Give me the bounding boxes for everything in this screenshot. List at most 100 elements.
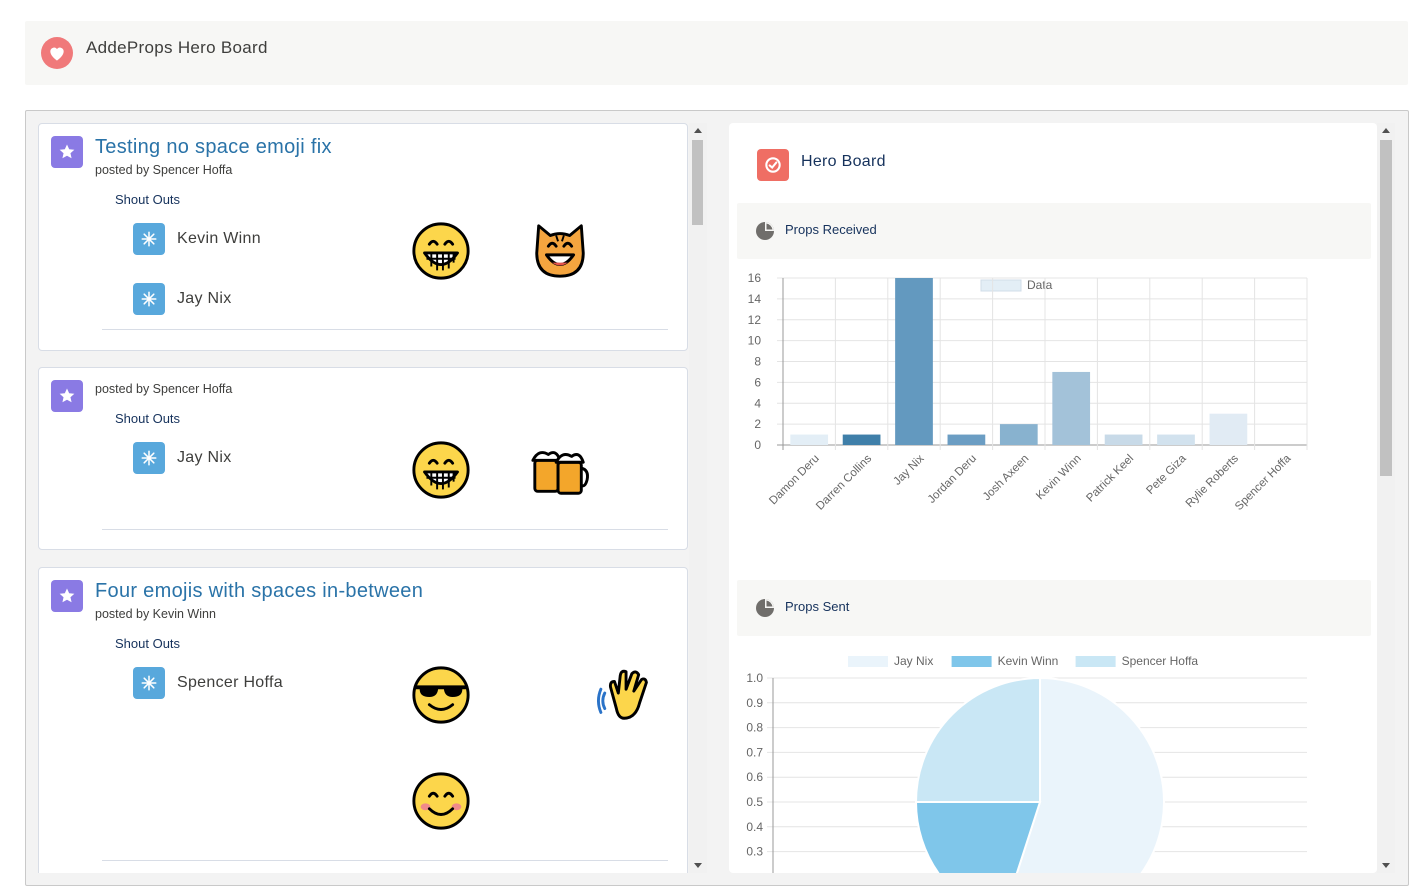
y-tick-label: 6 — [754, 375, 761, 389]
props-received-title: Props Received — [785, 222, 877, 237]
heart-icon — [41, 37, 73, 69]
feed-scrollbar[interactable] — [689, 123, 707, 873]
props-sent-header: Props Sent — [737, 580, 1371, 636]
y-tick-label: 12 — [748, 313, 762, 327]
bar — [842, 434, 881, 445]
snowflake-icon — [133, 667, 165, 699]
scroll-up-arrow-icon[interactable] — [694, 128, 702, 133]
post-title[interactable]: Testing no space emoji fix — [95, 136, 332, 158]
bar — [1157, 434, 1195, 445]
y-tick-label: 14 — [748, 292, 762, 306]
y-tick-label: 0.8 — [746, 721, 763, 735]
clapping-hands-icon — [597, 669, 648, 720]
y-tick-label: 0.7 — [746, 745, 763, 759]
app-title: AddeProps Hero Board — [86, 38, 268, 57]
pie-slice — [914, 801, 1042, 873]
pie-chart-icon — [756, 222, 774, 240]
scroll-up-arrow-icon[interactable] — [1382, 128, 1390, 133]
shout-out-person[interactable]: Spencer Hoffa — [133, 667, 283, 699]
x-tick-label: Damon Deru — [767, 453, 822, 508]
y-tick-label: 0.9 — [746, 696, 763, 710]
scrollbar-thumb[interactable] — [1380, 140, 1392, 476]
person-name: Jay Nix — [177, 290, 232, 307]
legend-swatch — [951, 656, 992, 667]
x-tick-label: Pete Giza — [1144, 452, 1189, 497]
y-tick-label: 16 — [748, 271, 762, 285]
post-card: posted by Spencer Hoffa Shout Outs Jay N… — [38, 367, 688, 550]
star-icon — [51, 136, 83, 168]
shout-out-person[interactable]: Jay Nix — [133, 283, 232, 315]
bar — [790, 434, 829, 445]
scroll-down-arrow-icon[interactable] — [1382, 863, 1390, 868]
y-tick-label: 10 — [748, 334, 762, 348]
shout-out-person[interactable]: Kevin Winn — [133, 223, 261, 255]
bar — [1209, 413, 1248, 445]
pie-slice — [914, 676, 1041, 803]
x-tick-label: Jordan Deru — [926, 453, 979, 506]
main-container: Testing no space emoji fix posted by Spe… — [25, 110, 1409, 886]
props-received-header: Props Received — [737, 203, 1371, 259]
x-tick-label: Rylie Roberts — [1184, 452, 1241, 509]
pie-slice — [1015, 676, 1165, 873]
legend-swatch — [980, 279, 1022, 292]
y-tick-label: 4 — [754, 396, 761, 410]
bar — [895, 278, 933, 445]
snowflake-icon — [133, 223, 165, 255]
bar — [1104, 434, 1143, 445]
x-tick-label: Patrick Keel — [1084, 453, 1136, 505]
posted-by: posted by Spencer Hoffa — [95, 382, 233, 396]
y-tick-label: 0.5 — [746, 795, 763, 809]
shout-outs-label: Shout Outs — [115, 192, 181, 207]
x-tick-label: Jay Nix — [891, 452, 926, 487]
x-tick-label: Spencer Hoffa — [1233, 452, 1294, 513]
smiling-face-icon — [412, 772, 470, 830]
post-card: Four emojis with spaces in-between poste… — [38, 567, 688, 873]
y-tick-label: 0.4 — [746, 820, 763, 834]
legend-label: Spencer Hoffa — [1122, 654, 1199, 668]
smiling-cat-icon — [535, 224, 585, 278]
shout-out-person[interactable]: Jay Nix — [133, 442, 232, 474]
dashboard-icon — [757, 149, 789, 181]
person-name: Kevin Winn — [177, 230, 261, 247]
legend-label: Kevin Winn — [998, 654, 1059, 668]
bar — [947, 434, 986, 445]
hero-board-scrollbar[interactable] — [1377, 123, 1395, 873]
star-icon — [51, 580, 83, 612]
scrollbar-thumb[interactable] — [692, 140, 703, 225]
props-sent-title: Props Sent — [785, 599, 850, 614]
posted-by: posted by Kevin Winn — [95, 607, 216, 621]
posted-by: posted by Spencer Hoffa — [95, 163, 233, 177]
y-tick-label: 8 — [754, 355, 761, 369]
legend-label: Jay Nix — [894, 654, 933, 668]
bar — [999, 424, 1038, 445]
divider — [102, 329, 668, 330]
legend-swatch — [1075, 656, 1116, 667]
sunglasses-face-icon — [412, 666, 470, 724]
star-icon — [51, 380, 83, 412]
grinning-face-icon — [412, 222, 470, 280]
hero-board-panel[interactable]: Hero Board Props Received Data 0 2 4 6 8 10 12 1… — [729, 123, 1377, 873]
y-tick-label: 0.6 — [746, 770, 763, 784]
person-name: Spencer Hoffa — [177, 674, 283, 691]
bar — [1052, 371, 1091, 445]
divider — [102, 529, 668, 530]
snowflake-icon — [133, 442, 165, 474]
y-tick-label: 2 — [754, 417, 761, 431]
hero-board-title: Hero Board — [801, 153, 886, 170]
post-title[interactable]: Four emojis with spaces in-between — [95, 580, 424, 602]
divider — [102, 860, 668, 861]
x-tick-label: Darren Collins — [814, 452, 874, 512]
scroll-down-arrow-icon[interactable] — [694, 863, 702, 868]
x-tick-label: Josh Axeen — [981, 453, 1032, 504]
shout-outs-label: Shout Outs — [115, 411, 181, 426]
person-name: Jay Nix — [177, 449, 232, 466]
y-tick-label: 1.0 — [746, 671, 763, 685]
y-tick-label: 0 — [754, 438, 761, 452]
x-tick-label: Kevin Winn — [1034, 453, 1084, 503]
props-sent-chart[interactable]: Jay Nix Kevin Winn Spencer Hoffa 1.0 0.9 0.8 0… — [729, 648, 1377, 873]
beer-mugs-icon — [531, 451, 589, 495]
app-header: AddeProps Hero Board — [25, 21, 1408, 85]
shout-outs-label: Shout Outs — [115, 636, 181, 651]
feed-column[interactable]: Testing no space emoji fix posted by Spe… — [38, 123, 690, 873]
